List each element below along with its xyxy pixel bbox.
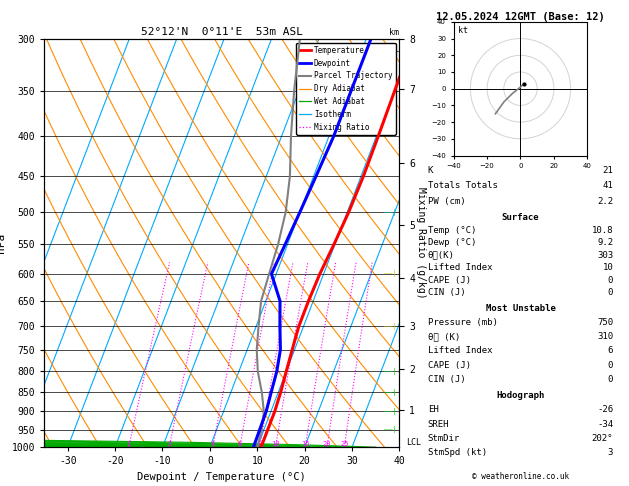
Text: StmSpd (kt): StmSpd (kt) — [428, 448, 487, 457]
Text: 20: 20 — [323, 441, 331, 447]
Text: ——|: ——| — [384, 368, 396, 375]
Text: CAPE (J): CAPE (J) — [428, 276, 470, 285]
Text: θᴇ(K): θᴇ(K) — [428, 251, 455, 260]
Text: 6: 6 — [238, 441, 242, 447]
Text: 4: 4 — [211, 441, 215, 447]
Text: CAPE (J): CAPE (J) — [428, 361, 470, 370]
Text: 750: 750 — [597, 318, 613, 327]
Text: ASL: ASL — [384, 45, 399, 54]
Text: CIN (J): CIN (J) — [428, 288, 465, 297]
Text: km: km — [389, 28, 399, 37]
Text: Surface: Surface — [502, 213, 539, 222]
Text: 21: 21 — [603, 166, 613, 175]
Text: 8: 8 — [257, 441, 262, 447]
Text: 3: 3 — [608, 448, 613, 457]
Text: 0: 0 — [608, 276, 613, 285]
Y-axis label: hPa: hPa — [0, 233, 6, 253]
Text: 310: 310 — [597, 332, 613, 341]
Text: 10.8: 10.8 — [592, 226, 613, 235]
Text: LCL: LCL — [406, 438, 421, 447]
Text: 10: 10 — [603, 263, 613, 272]
Text: 0: 0 — [608, 361, 613, 370]
Text: 6: 6 — [608, 347, 613, 355]
Text: -34: -34 — [597, 419, 613, 429]
Text: ——|: ——| — [384, 323, 396, 330]
Text: Temp (°C): Temp (°C) — [428, 226, 476, 235]
Text: ——|: ——| — [384, 270, 396, 278]
Text: StmDir: StmDir — [428, 434, 460, 443]
Text: 9.2: 9.2 — [597, 238, 613, 247]
Text: Most Unstable: Most Unstable — [486, 304, 555, 313]
Text: 2.2: 2.2 — [597, 197, 613, 206]
X-axis label: Dewpoint / Temperature (°C): Dewpoint / Temperature (°C) — [137, 472, 306, 482]
Text: Totals Totals: Totals Totals — [428, 181, 498, 191]
Text: ——|: ——| — [384, 388, 396, 396]
Text: 2: 2 — [167, 441, 171, 447]
Text: ——|: ——| — [384, 208, 396, 216]
Text: 0: 0 — [608, 288, 613, 297]
Text: PW (cm): PW (cm) — [428, 197, 465, 206]
Text: 15: 15 — [301, 441, 309, 447]
Text: Lifted Index: Lifted Index — [428, 263, 493, 272]
Text: θᴇ (K): θᴇ (K) — [428, 332, 460, 341]
Text: 202°: 202° — [592, 434, 613, 443]
Text: 12.05.2024 12GMT (Base: 12): 12.05.2024 12GMT (Base: 12) — [436, 12, 605, 22]
Text: 303: 303 — [597, 251, 613, 260]
Text: Dewp (°C): Dewp (°C) — [428, 238, 476, 247]
Text: 25: 25 — [340, 441, 348, 447]
Y-axis label: Mixing Ratio (g/kg): Mixing Ratio (g/kg) — [416, 187, 426, 299]
Text: 10: 10 — [271, 441, 280, 447]
Text: SREH: SREH — [428, 419, 449, 429]
Text: Hodograph: Hodograph — [496, 391, 545, 400]
Text: ——|: ——| — [384, 408, 396, 415]
Text: CIN (J): CIN (J) — [428, 375, 465, 384]
Text: Lifted Index: Lifted Index — [428, 347, 493, 355]
Text: K: K — [428, 166, 433, 175]
Text: 0: 0 — [608, 375, 613, 384]
Text: -26: -26 — [597, 405, 613, 415]
Title: 52°12'N  0°11'E  53m ASL: 52°12'N 0°11'E 53m ASL — [141, 27, 303, 37]
Text: 1: 1 — [126, 441, 131, 447]
Legend: Temperature, Dewpoint, Parcel Trajectory, Dry Adiabat, Wet Adiabat, Isotherm, Mi: Temperature, Dewpoint, Parcel Trajectory… — [296, 43, 396, 135]
Text: Pressure (mb): Pressure (mb) — [428, 318, 498, 327]
Text: 41: 41 — [603, 181, 613, 191]
Text: ——|: ——| — [384, 426, 396, 433]
Text: EH: EH — [428, 405, 438, 415]
Text: © weatheronline.co.uk: © weatheronline.co.uk — [472, 472, 569, 481]
Text: kt: kt — [458, 26, 468, 35]
